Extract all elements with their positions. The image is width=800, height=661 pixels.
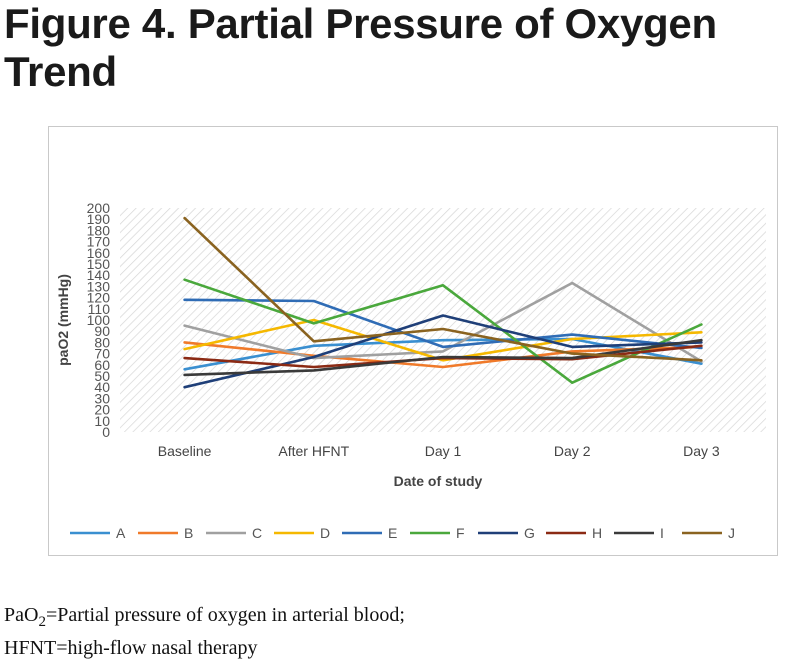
y-tick-label: 190 bbox=[87, 211, 111, 227]
legend-label-a: A bbox=[116, 525, 126, 541]
series-lines bbox=[183, 216, 703, 389]
x-axis-label: Date of study bbox=[394, 473, 483, 489]
legend-label-f: F bbox=[456, 525, 465, 541]
y-tick-label: 40 bbox=[94, 379, 110, 395]
y-tick-label: 70 bbox=[94, 346, 110, 362]
y-tick-label: 120 bbox=[87, 290, 111, 306]
y-tick-label: 30 bbox=[94, 390, 110, 406]
line-chart: 0102030405060708090100110120130140150160… bbox=[55, 200, 766, 541]
legend-label-i: I bbox=[660, 525, 664, 541]
y-tick-label: 170 bbox=[87, 234, 111, 250]
y-tick-label: 50 bbox=[94, 368, 110, 384]
x-axis-ticks: Baseline After HFNT Day 1 Day 2 Day 3 bbox=[158, 443, 720, 459]
y-tick-label: 20 bbox=[94, 402, 110, 418]
legend: A B C D E F G H I J bbox=[70, 525, 735, 541]
x-tick-label: After HFNT bbox=[278, 443, 349, 459]
y-tick-label: 130 bbox=[87, 278, 111, 294]
y-tick-label: 60 bbox=[94, 357, 110, 373]
legend-label-b: B bbox=[184, 525, 193, 541]
series-line-j bbox=[183, 216, 703, 362]
series-line-f bbox=[183, 278, 703, 385]
y-tick-label: 0 bbox=[102, 424, 110, 440]
y-tick-label: 200 bbox=[87, 200, 111, 216]
series-line-d bbox=[183, 318, 703, 362]
legend-label-e: E bbox=[388, 525, 397, 541]
y-tick-label: 140 bbox=[87, 267, 111, 283]
y-axis-label: paO2 (mmHg) bbox=[55, 274, 71, 366]
x-tick-label: Day 2 bbox=[554, 443, 591, 459]
x-tick-label: Day 3 bbox=[683, 443, 720, 459]
y-tick-label: 160 bbox=[87, 245, 111, 261]
series-line-i bbox=[183, 338, 703, 377]
y-tick-label: 10 bbox=[94, 413, 110, 429]
series-line-b bbox=[183, 341, 703, 369]
x-tick-label: Baseline bbox=[158, 443, 212, 459]
figure-title: Figure 4. Partial Pressure of Oxygen Tre… bbox=[4, 0, 717, 95]
x-tick-label: Day 1 bbox=[425, 443, 462, 459]
y-tick-label: 180 bbox=[87, 222, 111, 238]
caption-line-1: PaO2=Partial pressure of oxygen in arter… bbox=[4, 604, 405, 630]
caption-line-2: HFNT=high-flow nasal therapy bbox=[4, 637, 258, 659]
figure-caption: PaO2=Partial pressure of oxygen in arter… bbox=[4, 602, 794, 661]
legend-label-g: G bbox=[524, 525, 535, 541]
y-tick-label: 100 bbox=[87, 312, 111, 328]
legend-label-d: D bbox=[320, 525, 330, 541]
series-line-g bbox=[183, 314, 703, 389]
y-axis-ticks: 0102030405060708090100110120130140150160… bbox=[87, 200, 111, 440]
series-line-a bbox=[183, 337, 703, 371]
y-tick-label: 90 bbox=[94, 323, 110, 339]
legend-label-j: J bbox=[728, 525, 735, 541]
y-tick-label: 80 bbox=[94, 334, 110, 350]
series-line-c bbox=[183, 281, 703, 363]
y-tick-label: 110 bbox=[88, 301, 111, 317]
legend-label-c: C bbox=[252, 525, 262, 541]
y-tick-label: 150 bbox=[87, 256, 111, 272]
plot-area bbox=[120, 208, 766, 432]
legend-label-h: H bbox=[592, 525, 602, 541]
